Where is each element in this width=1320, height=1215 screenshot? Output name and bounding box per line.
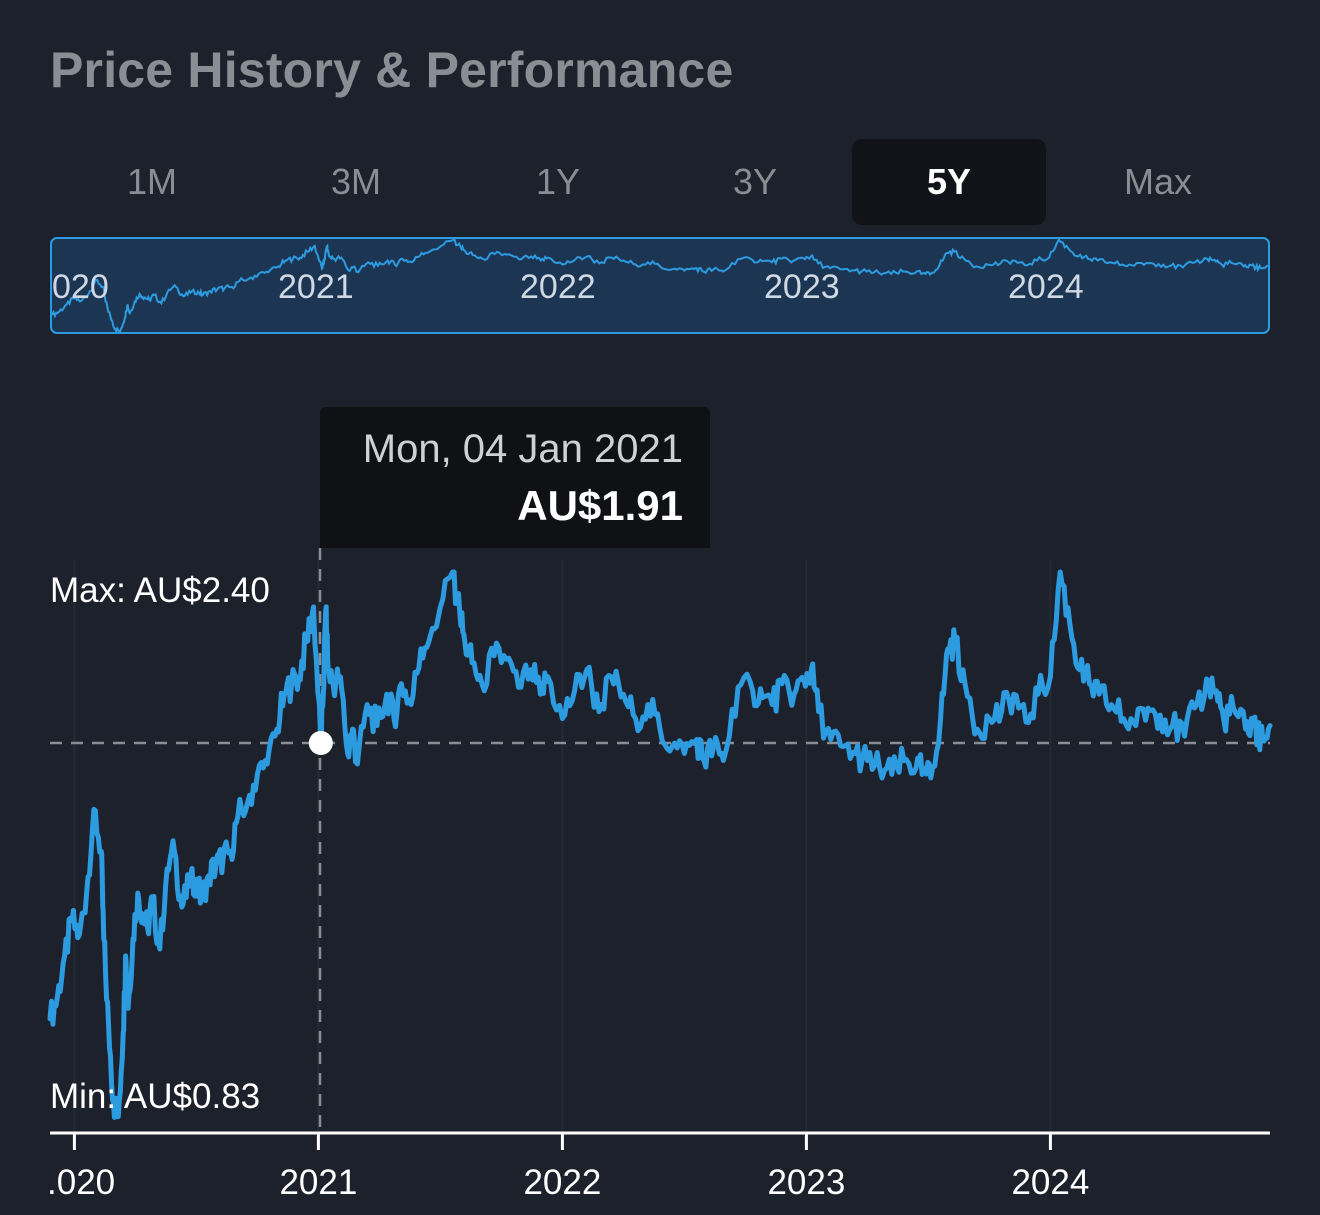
navigator-year-label: 020 [52,268,109,306]
max-price-label: Max: AU$2.40 [50,571,270,610]
x-axis-tick-label: 2022 [523,1163,601,1202]
tab-1y[interactable]: 1Y [535,161,581,202]
range-navigator[interactable]: 020 2021 2022 2023 2024 [50,237,1270,335]
tooltip-box [320,407,710,548]
highlight-marker[interactable] [308,731,333,755]
price-series-line [47,569,1273,1120]
navigator-year-label: 2023 [764,268,840,306]
tab-1m[interactable]: 1M [126,161,177,202]
tab-5y[interactable]: 5Y [852,139,1046,225]
navigator-series-line [51,238,1269,335]
x-axis-tick-label: 2024 [1011,1163,1089,1202]
year-gridlines [73,560,1052,1133]
navigator-year-label: 2021 [278,268,354,306]
tab-3m[interactable]: 3M [330,161,381,202]
x-axis-tick-label: .020 [47,1163,115,1202]
min-price-label: Min: AU$0.83 [50,1077,260,1116]
price-tooltip: Mon, 04 Jan 2021 AU$1.91 [320,407,710,548]
tooltip-date: Mon, 04 Jan 2021 [363,427,683,471]
page-title: Price History & Performance [50,42,734,98]
tab-max[interactable]: Max [1123,161,1192,202]
range-tabs: 1M 3M 1Y 3Y 5Y Max [50,139,1270,225]
navigator-window[interactable] [50,237,1270,334]
x-axis-tick-label: 2023 [767,1163,845,1202]
tab-3y[interactable]: 3Y [732,161,778,202]
navigator-year-label: 2024 [1008,268,1084,306]
x-axis-tick-label: 2021 [279,1163,357,1202]
tooltip-price: AU$1.91 [517,482,683,529]
navigator-year-label: 2022 [520,268,596,306]
x-axis-ticks: .020 2021 2022 2023 2024 [47,1133,1089,1202]
